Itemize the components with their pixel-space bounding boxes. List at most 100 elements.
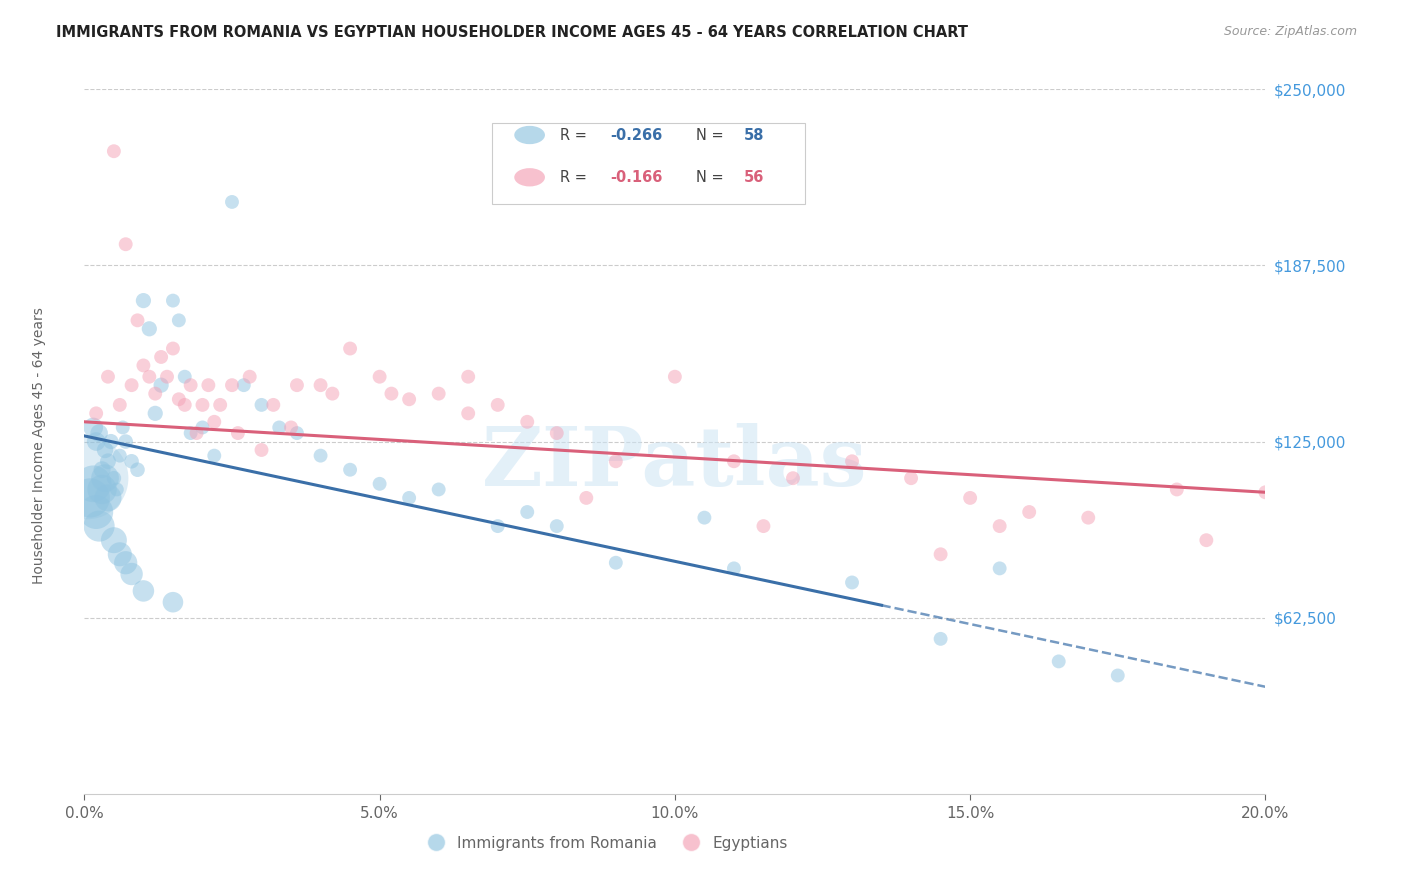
Point — [79, 491, 101, 505]
Point — [516, 415, 538, 429]
Point — [121, 567, 143, 582]
Point — [91, 463, 114, 477]
Point — [605, 454, 627, 468]
Point — [132, 583, 155, 598]
Point — [108, 449, 131, 463]
Point — [693, 510, 716, 524]
Point — [202, 449, 225, 463]
Point — [339, 342, 361, 356]
Point — [486, 398, 509, 412]
Point — [285, 426, 308, 441]
Point — [250, 398, 273, 412]
Point — [546, 519, 568, 533]
Point — [232, 378, 254, 392]
Point — [752, 519, 775, 533]
Point — [103, 471, 125, 485]
Text: R =: R = — [561, 169, 592, 185]
Point — [546, 426, 568, 441]
Point — [100, 434, 122, 449]
Point — [114, 237, 136, 252]
Point — [76, 471, 98, 485]
Point — [84, 406, 107, 420]
Point — [103, 533, 125, 548]
Point — [988, 561, 1011, 575]
Point — [127, 463, 149, 477]
Point — [380, 386, 402, 401]
Point — [262, 398, 284, 412]
Point — [105, 483, 128, 497]
Text: Source: ZipAtlas.com: Source: ZipAtlas.com — [1223, 25, 1357, 38]
Point — [94, 471, 117, 485]
Point — [150, 350, 173, 364]
Point — [457, 406, 479, 420]
Point — [84, 505, 107, 519]
Text: IMMIGRANTS FROM ROMANIA VS EGYPTIAN HOUSEHOLDER INCOME AGES 45 - 64 YEARS CORREL: IMMIGRANTS FROM ROMANIA VS EGYPTIAN HOUS… — [56, 25, 969, 40]
Point — [841, 454, 863, 468]
Point — [280, 420, 302, 434]
Point — [91, 483, 114, 497]
Point — [457, 369, 479, 384]
Point — [180, 426, 202, 441]
Point — [162, 342, 184, 356]
Point — [121, 454, 143, 468]
Point — [162, 595, 184, 609]
Point — [143, 386, 166, 401]
Point — [398, 392, 420, 407]
Point — [138, 369, 160, 384]
Point — [156, 369, 179, 384]
FancyBboxPatch shape — [492, 123, 804, 204]
Point — [103, 145, 125, 159]
Point — [173, 369, 195, 384]
Point — [1018, 505, 1040, 519]
Point — [127, 313, 149, 327]
Point — [1254, 485, 1277, 500]
Text: -0.266: -0.266 — [610, 128, 662, 143]
Point — [605, 556, 627, 570]
Point — [782, 471, 804, 485]
Point — [269, 420, 291, 434]
Point — [138, 322, 160, 336]
Point — [321, 386, 343, 401]
Point — [1195, 533, 1218, 548]
Point — [97, 491, 120, 505]
Point — [723, 454, 745, 468]
Point — [173, 398, 195, 412]
Point — [108, 547, 131, 561]
Point — [108, 398, 131, 412]
Point — [1047, 654, 1070, 668]
Legend: Immigrants from Romania, Egyptians: Immigrants from Romania, Egyptians — [415, 830, 793, 856]
Point — [339, 463, 361, 477]
Point — [398, 491, 420, 505]
Point — [309, 378, 332, 392]
Point — [900, 471, 922, 485]
Point — [132, 359, 155, 373]
Point — [82, 476, 104, 491]
Point — [84, 434, 107, 449]
Point — [143, 406, 166, 420]
Point — [209, 398, 232, 412]
Point — [929, 632, 952, 646]
Point — [664, 369, 686, 384]
Point — [841, 575, 863, 590]
Text: N =: N = — [696, 169, 728, 185]
Point — [226, 426, 249, 441]
Point — [162, 293, 184, 308]
Point — [929, 547, 952, 561]
Point — [186, 426, 208, 441]
Point — [191, 420, 214, 434]
Text: ZIPatlas: ZIPatlas — [482, 423, 868, 503]
Point — [202, 415, 225, 429]
Point — [97, 454, 120, 468]
Point — [285, 378, 308, 392]
Text: -0.166: -0.166 — [610, 169, 662, 185]
Point — [197, 378, 219, 392]
Point — [121, 378, 143, 392]
Point — [959, 491, 981, 505]
Point — [180, 378, 202, 392]
Point — [1107, 668, 1129, 682]
Point — [1077, 510, 1099, 524]
Point — [150, 378, 173, 392]
Point — [427, 386, 450, 401]
Text: 56: 56 — [744, 169, 763, 185]
Point — [87, 426, 111, 441]
